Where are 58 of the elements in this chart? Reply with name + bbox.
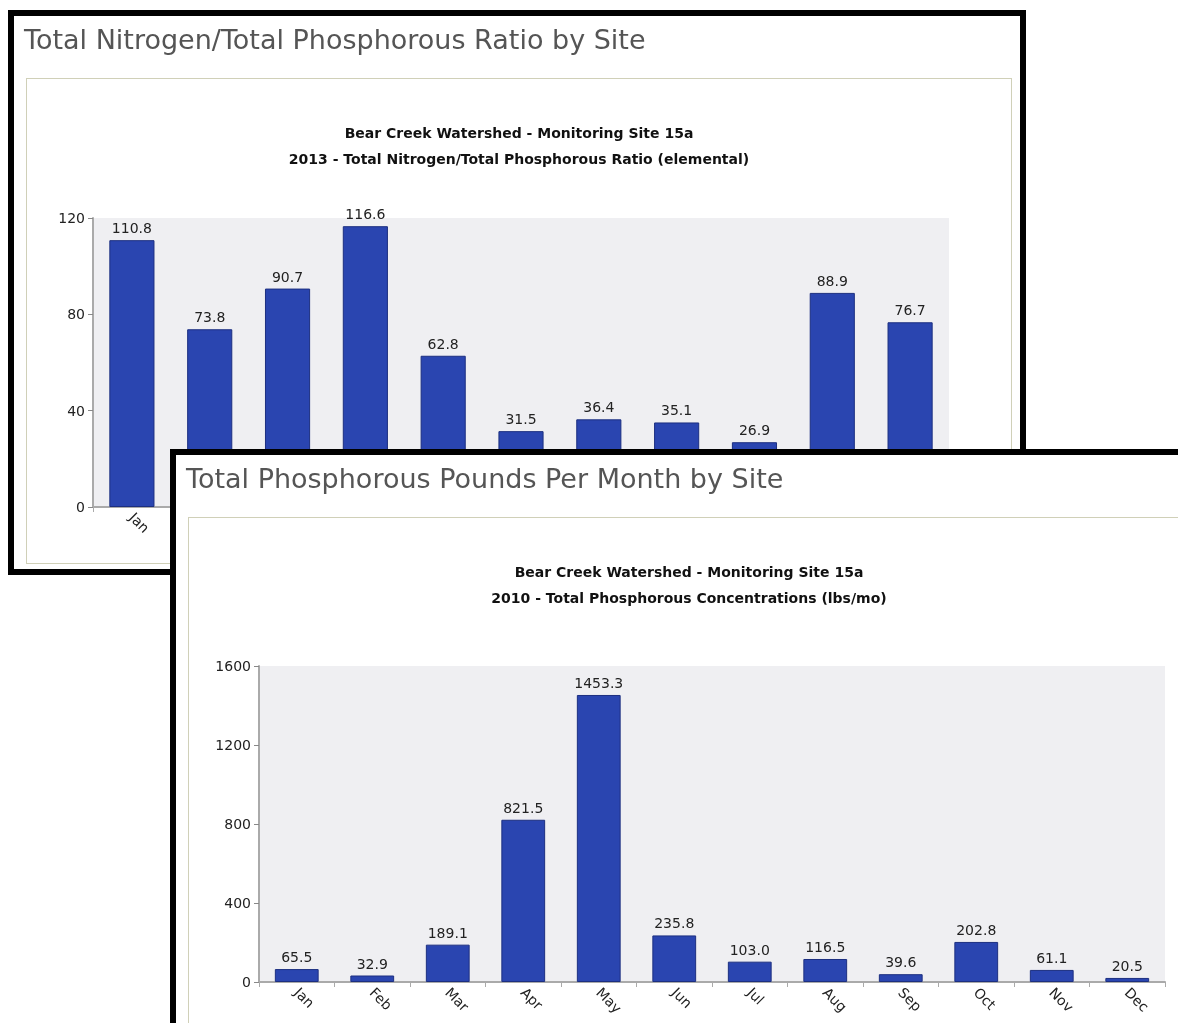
y-tick-label: 120: [58, 210, 85, 226]
x-tick-label: Oct: [970, 984, 1000, 1014]
y-tick-label: 1600: [215, 658, 251, 674]
bar: [109, 240, 155, 507]
x-tick-label: Apr: [517, 984, 547, 1013]
bar: [1029, 969, 1074, 982]
bar: [274, 969, 319, 982]
data-label: 90.7: [271, 268, 304, 285]
data-label: 62.8: [427, 335, 459, 352]
data-label: 116.5: [805, 938, 846, 955]
data-label: 88.9: [816, 272, 848, 289]
x-tick-label: Feb: [366, 984, 396, 1014]
chart-subtitle: Bear Creek Watershed - Monitoring Site 15a 2010 - Total Phosphorous Concentrations (lbs/mo): [491, 564, 887, 606]
bar: [350, 975, 395, 982]
data-label: 36.4: [583, 399, 615, 416]
y-tick-label: 400: [224, 895, 251, 911]
data-label: 20.5: [1111, 957, 1143, 974]
data-label: 31.5: [505, 411, 537, 428]
x-tick-label: Jan: [125, 508, 153, 536]
x-tick-label: Jul: [743, 983, 768, 1008]
x-tick-label: Mar: [442, 984, 473, 1015]
data-label: 32.9: [356, 955, 388, 972]
data-label: 35.1: [661, 402, 693, 419]
data-label: 26.9: [738, 422, 771, 439]
bar: [803, 958, 848, 982]
y-tick-label: 800: [224, 816, 251, 832]
y-tick-label: 0: [76, 499, 85, 515]
bar: [954, 941, 999, 982]
x-tick-label: Jun: [667, 983, 696, 1012]
data-label: 73.8: [194, 309, 226, 326]
data-label: 202.8: [956, 921, 997, 938]
data-label: 110.8: [111, 220, 152, 237]
bar: [878, 974, 923, 982]
data-label: 235.8: [654, 915, 695, 932]
data-label: 39.6: [885, 954, 917, 971]
y-tick-label: 40: [67, 402, 85, 419]
bar: [652, 935, 697, 982]
x-tick-label: Sep: [895, 984, 926, 1015]
bar: [576, 694, 621, 982]
bar: [425, 944, 470, 982]
chart-subtitle: Bear Creek Watershed - Monitoring Site 15a 2013 - Total Nitrogen/Total Phosphorous Ratio (elemental): [288, 125, 750, 167]
data-label: 103.0: [729, 941, 770, 958]
x-tick-label: Jan: [290, 983, 318, 1011]
chart-title: Total Phosphorous Pounds Per Month by Site: [186, 463, 784, 494]
data-label: 76.7: [894, 302, 926, 319]
data-label: 116.6: [345, 206, 386, 223]
y-tick-label: 80: [67, 306, 85, 323]
data-label: 189.1: [427, 924, 468, 941]
y-tick-label: 0: [242, 974, 251, 990]
chart-title: Total Nitrogen/Total Phosphorous Ratio by Site: [24, 24, 646, 55]
data-label: 65.5: [281, 949, 313, 966]
bar: [727, 961, 772, 982]
data-label: 61.1: [1036, 949, 1068, 966]
bar: [501, 819, 546, 982]
data-label: 821.5: [503, 799, 544, 816]
bar: [1105, 977, 1150, 982]
data-label: 1453.3: [574, 674, 624, 691]
y-tick-label: 1200: [215, 737, 251, 753]
